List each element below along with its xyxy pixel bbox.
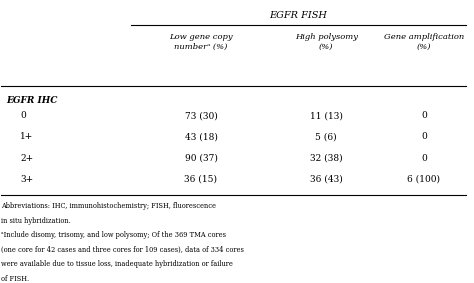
Text: 32 (38): 32 (38) [310,154,343,163]
Text: Abbreviations: IHC, immunohistochemistry; FISH, fluorescence: Abbreviations: IHC, immunohistochemistry… [1,202,217,210]
Text: of FISH.: of FISH. [1,275,29,283]
Text: High polysomy
(%): High polysomy (%) [295,33,358,51]
Text: 0: 0 [421,154,427,163]
Text: 0: 0 [20,111,26,120]
Text: EGFR FISH: EGFR FISH [270,11,328,20]
Text: 90 (37): 90 (37) [184,154,218,163]
Text: ᵃInclude disomy, trisomy, and low polysomy; Of the 369 TMA cores: ᵃInclude disomy, trisomy, and low polyso… [1,231,227,239]
Text: 3+: 3+ [20,175,33,184]
Text: 2+: 2+ [20,154,33,163]
Text: 73 (30): 73 (30) [184,111,218,120]
Text: 11 (13): 11 (13) [310,111,343,120]
Text: Low gene copy
numberᵃ (%): Low gene copy numberᵃ (%) [169,33,233,51]
Text: in situ hybridization.: in situ hybridization. [1,216,71,225]
Text: EGFR IHC: EGFR IHC [6,96,57,105]
Text: 1+: 1+ [20,132,33,142]
Text: were available due to tissue loss, inadequate hybridization or failure: were available due to tissue loss, inade… [1,260,233,269]
Text: 43 (18): 43 (18) [184,132,218,142]
Text: 36 (15): 36 (15) [184,175,218,184]
Text: 5 (6): 5 (6) [316,132,337,142]
Text: Gene amplification
(%): Gene amplification (%) [383,33,464,51]
Text: 0: 0 [421,111,427,120]
Text: 6 (100): 6 (100) [407,175,440,184]
Text: 36 (43): 36 (43) [310,175,343,184]
Text: 0: 0 [421,132,427,142]
Text: (one core for 42 cases and three cores for 109 cases), data of 334 cores: (one core for 42 cases and three cores f… [1,246,244,254]
